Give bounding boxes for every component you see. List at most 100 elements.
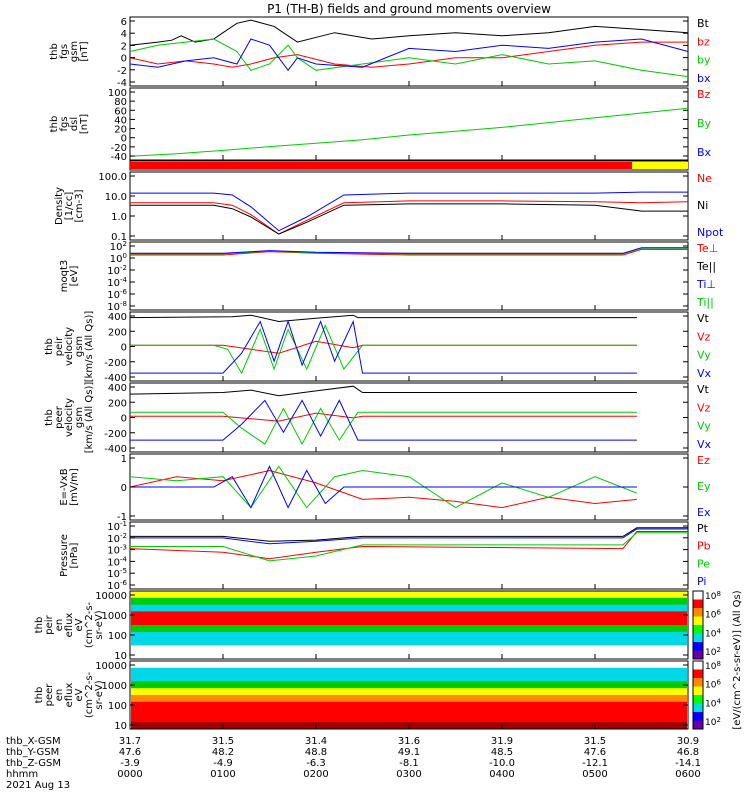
mode-segment <box>130 162 633 169</box>
colorbar-frame <box>692 590 704 660</box>
y-tick-label: 10.0 <box>105 192 127 203</box>
series-bx <box>129 38 689 72</box>
y-axis-label: (cm^2-s- <box>84 671 95 718</box>
panel-fgs_dsl <box>129 87 689 161</box>
y-tick-label: 400 <box>108 312 127 323</box>
y-tick-label: 10-2 <box>107 264 127 277</box>
panel-peir-spectrogram <box>129 590 689 660</box>
spectrogram-band <box>131 638 687 646</box>
legend-Pb: Pb <box>697 540 711 553</box>
xaxis-value: 31.7 <box>119 736 141 747</box>
y-tick-label: -20 <box>111 143 127 154</box>
spectrogram-band <box>131 708 687 716</box>
legend-Bz: Bz <box>697 88 711 101</box>
y-tick-label: 10 <box>114 651 127 662</box>
spectrogram-band <box>131 591 687 599</box>
y-axis-label: fgs <box>59 44 70 59</box>
spectrogram-band <box>131 611 687 619</box>
colorbar-segment <box>693 608 703 617</box>
y-axis-label: [nT] <box>79 114 90 134</box>
y-tick-label: -40 <box>111 152 127 163</box>
spectrogram-band <box>131 701 687 710</box>
legend-by: by <box>697 54 711 67</box>
xaxis-value: 30.9 <box>677 736 699 747</box>
y-axis-label: [km/s (All Qs)] <box>84 382 95 454</box>
y-axis-label: thb <box>34 617 45 634</box>
colorbar-segment <box>693 695 703 704</box>
y-tick-label: 10-1 <box>107 520 127 533</box>
legend-Vx: Vx <box>697 367 712 380</box>
panel-frame <box>129 521 689 590</box>
y-axis-label: [nPa] <box>69 542 80 568</box>
colorbar-segment <box>693 720 703 730</box>
xaxis-value: 31.5 <box>212 736 234 747</box>
colorbar-tick: 106 <box>705 679 721 691</box>
legend-Ex: Ex <box>697 506 711 519</box>
plot-title: P1 (TH-B) fields and ground moments over… <box>267 2 551 16</box>
legend-Ey: Ey <box>697 480 711 493</box>
legend-Vy: Vy <box>697 349 711 362</box>
y-tick-label: 10-8 <box>107 300 127 313</box>
panel-frame <box>129 382 689 453</box>
panel-mode-bar <box>129 160 689 171</box>
y-axis-label: eV <box>74 688 85 701</box>
y-axis-label: thb <box>34 687 45 704</box>
y-tick-label: 10-6 <box>107 288 127 301</box>
xaxis-value: 0600 <box>675 769 700 780</box>
spectrogram-band <box>131 695 687 703</box>
y-tick-label: 1 <box>121 454 127 465</box>
colorbar-segment <box>693 678 703 687</box>
legend-Pt: Pt <box>697 522 709 535</box>
legend-Pi: Pi <box>697 575 706 588</box>
y-tick-label: 0 <box>121 134 127 145</box>
colorbar-segment <box>693 650 703 660</box>
xaxis-value: 0300 <box>396 769 421 780</box>
spectrogram-band <box>131 674 687 682</box>
xaxis-value: 31.9 <box>491 736 513 747</box>
xaxis-value: 31.6 <box>398 736 420 747</box>
legend-bz: bz <box>697 35 710 48</box>
legend-Vt: Vt <box>697 312 710 325</box>
y-axis-label: [eV] <box>69 266 80 287</box>
y-axis-label: en <box>54 619 65 632</box>
y-axis-label: velocity <box>64 327 75 366</box>
series-Vt <box>129 385 637 397</box>
y-tick-label: 100 <box>108 701 127 712</box>
xaxis-value: 0400 <box>489 769 514 780</box>
y-tick-label: 80 <box>114 97 127 108</box>
y-tick-label: 100 <box>108 631 127 642</box>
y-axis-label: gsm <box>74 336 85 357</box>
legend-bx: bx <box>697 72 711 85</box>
panel-frame <box>129 87 689 161</box>
y-axis-label: eflux <box>64 683 75 708</box>
y-tick-label: 10-2 <box>107 532 127 545</box>
series-Ne <box>130 200 689 235</box>
y-axis-label: thb <box>49 116 60 133</box>
legend-Vx: Vx <box>697 438 712 451</box>
xaxis-value: 47.6 <box>584 747 606 758</box>
y-axis-label: peir <box>54 336 65 356</box>
y-tick-label: -1 <box>117 512 127 523</box>
legend-Ni: Ni <box>697 199 708 212</box>
y-axis-label: dsl <box>69 117 80 131</box>
y-tick-label: 1000 <box>102 611 127 622</box>
y-axis-label: fgs <box>59 116 70 131</box>
y-tick-label: 6 <box>121 17 127 28</box>
series-Vx <box>130 319 637 374</box>
xaxis-row-label: thb_Z-GSM <box>6 758 61 769</box>
y-axis-label: sr-eV) <box>94 680 105 709</box>
colorbar-segment <box>693 633 703 643</box>
legend-By: By <box>697 117 712 130</box>
y-axis-label: [nT] <box>79 41 90 61</box>
colorbar-segment <box>693 661 703 670</box>
xaxis-value: 0500 <box>582 769 607 780</box>
spectrogram-band <box>131 604 687 612</box>
panel-peer-velocity <box>129 382 689 453</box>
series-by <box>129 38 689 78</box>
colorbar-segment <box>693 669 703 679</box>
series-Pt <box>130 527 688 542</box>
legend-Te⊥: Te⊥ <box>696 242 718 255</box>
y-tick-label: 1000 <box>102 681 127 692</box>
y-tick-label: 102 <box>110 240 127 253</box>
y-tick-label: 100 <box>108 88 127 99</box>
